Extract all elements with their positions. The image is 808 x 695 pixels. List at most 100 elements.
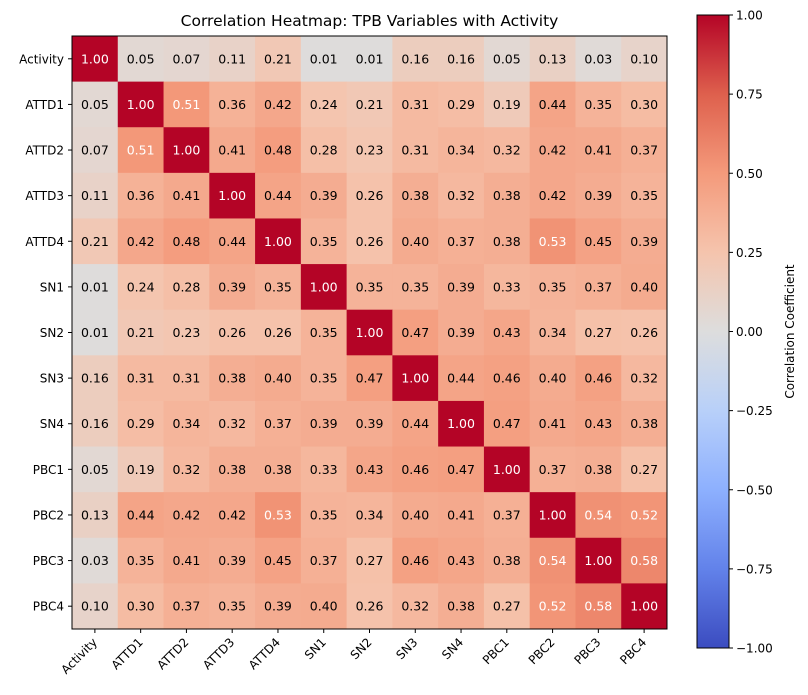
cell-label-ATTD4-PBC1: 0.38 <box>493 234 521 249</box>
cell-label-PBC2-PBC3: 0.54 <box>584 507 612 522</box>
cell-label-PBC1-PBC1: 1.00 <box>493 462 521 477</box>
cell-label-SN3-PBC3: 0.46 <box>584 371 612 386</box>
y-tick-label-SN4: SN4 <box>40 417 64 431</box>
x-tick-label-PBC4: PBC4 <box>617 635 649 667</box>
heatmap-cell-SN4-PBC3 <box>575 400 622 448</box>
heatmap-cell-ATTD4-SN1 <box>300 218 348 265</box>
cell-label-PBC2-SN2: 0.34 <box>356 507 384 522</box>
y-tick-label-ATTD3: ATTD3 <box>25 189 64 203</box>
x-tick-label-Activity: Activity <box>58 635 100 677</box>
heatmap-cell-SN2-ATTD2 <box>163 309 210 356</box>
heatmap-cell-SN1-SN3 <box>392 264 439 311</box>
heatmap-cell-ATTD3-ATTD4 <box>255 172 302 219</box>
heatmap-cell-SN4-SN2 <box>346 400 393 448</box>
cell-label-SN1-ATTD3: 0.39 <box>218 279 246 294</box>
heatmap-cell-ATTD4-Activity <box>72 218 119 265</box>
cell-label-SN3-SN1: 0.35 <box>310 371 338 386</box>
cell-label-ATTD1-SN1: 0.24 <box>310 97 338 112</box>
cell-label-PBC4-SN4: 0.38 <box>447 599 475 614</box>
y-tick-label-PBC1: PBC1 <box>33 463 64 477</box>
cell-label-ATTD2-PBC1: 0.32 <box>493 143 521 158</box>
plot-frame <box>71 35 668 630</box>
heatmap-cell-Activity-SN1 <box>300 36 348 83</box>
heatmap-cell-SN4-SN1 <box>300 400 348 448</box>
heatmap-cell-ATTD4-PBC1 <box>483 218 531 265</box>
cell-label-PBC3-SN4: 0.43 <box>447 553 475 568</box>
cell-label-PBC4-PBC2: 0.52 <box>539 599 567 614</box>
heatmap-cell-ATTD3-PBC4 <box>621 172 668 219</box>
cell-label-PBC1-PBC4: 0.27 <box>630 462 658 477</box>
cell-label-PBC3-PBC3: 1.00 <box>584 553 612 568</box>
cell-label-ATTD1-PBC4: 0.30 <box>630 97 658 112</box>
heatmap-cell-PBC1-Activity <box>72 446 119 493</box>
cell-label-ATTD3-SN3: 0.38 <box>401 188 429 203</box>
heatmap-cell-ATTD3-Activity <box>72 172 119 219</box>
cell-label-SN2-SN2: 1.00 <box>356 325 384 340</box>
cell-label-SN2-Activity: 0.01 <box>81 325 109 340</box>
heatmap-cell-ATTD2-SN1 <box>300 127 348 174</box>
heatmap-cell-SN4-PBC4 <box>621 400 668 448</box>
cell-label-ATTD2-ATTD2: 1.00 <box>173 143 201 158</box>
heatmap-cell-SN4-ATTD1 <box>117 400 165 448</box>
x-tick-label-SN4: SN4 <box>439 635 466 662</box>
cell-label-PBC1-ATTD4: 0.38 <box>264 462 292 477</box>
heatmap-cell-ATTD3-PBC1 <box>483 172 531 219</box>
cell-label-SN2-SN3: 0.47 <box>401 325 429 340</box>
cell-label-SN2-PBC2: 0.34 <box>539 325 567 340</box>
heatmap-cell-SN1-Activity <box>72 264 119 311</box>
heatmap-cell-Activity-PBC4 <box>621 36 668 83</box>
heatmap-cell-SN1-SN4 <box>438 264 485 311</box>
heatmap-cell-PBC2-ATTD3 <box>209 492 256 539</box>
cell-label-ATTD1-ATTD2: 0.51 <box>173 97 201 112</box>
cell-label-ATTD2-ATTD4: 0.48 <box>264 143 292 158</box>
cell-label-ATTD3-SN2: 0.26 <box>356 188 384 203</box>
heatmap-cell-PBC4-SN4 <box>438 583 485 630</box>
heatmap-cell-ATTD1-PBC4 <box>621 81 668 128</box>
heatmap-cell-ATTD3-SN4 <box>438 172 485 219</box>
cell-label-SN3-ATTD4: 0.40 <box>264 371 292 386</box>
heatmap-cell-PBC4-Activity <box>72 583 119 630</box>
heatmap-cell-SN2-ATTD3 <box>209 309 256 356</box>
heatmap-cell-labels: 1.00 0.05 0.07 0.11 0.21 0.01 0.01 0.16 0.16 0.05… <box>81 51 658 613</box>
heatmap-cell-ATTD2-SN4 <box>438 127 485 174</box>
cell-label-Activity-SN2: 0.01 <box>356 51 384 66</box>
cell-label-ATTD1-Activity: 0.05 <box>81 97 109 112</box>
cell-label-PBC4-Activity: 0.10 <box>81 599 109 614</box>
heatmap-cell-ATTD2-ATTD1 <box>117 127 165 174</box>
heatmap-cell-ATTD1-PBC3 <box>575 81 622 128</box>
cell-label-PBC4-ATTD4: 0.39 <box>264 599 292 614</box>
heatmap-cell-PBC4-ATTD1 <box>117 583 165 630</box>
cell-label-ATTD4-PBC3: 0.45 <box>584 234 612 249</box>
colorbar-tick-label: −0.50 <box>736 483 773 497</box>
heatmap-cell-Activity-ATTD3 <box>209 36 256 83</box>
cell-label-PBC1-SN1: 0.33 <box>310 462 338 477</box>
heatmap-cell-ATTD2-ATTD2 <box>163 127 210 174</box>
heatmap-cell-PBC4-ATTD4 <box>255 583 302 630</box>
cell-label-PBC1-PBC2: 0.37 <box>539 462 567 477</box>
heatmap-cell-ATTD2-ATTD3 <box>209 127 256 174</box>
heatmap-cell-ATTD3-SN2 <box>346 172 393 219</box>
cell-label-SN3-PBC2: 0.40 <box>539 371 567 386</box>
x-axis-tick-labels: Activity ATTD1 ATTD2 ATTD3 ATTD4 SN1 SN2 SN3 SN4… <box>58 629 649 677</box>
heatmap-cell-PBC2-SN4 <box>438 492 485 539</box>
heatmap-cell-SN3-SN1 <box>300 355 348 402</box>
cell-label-ATTD2-SN2: 0.23 <box>356 143 384 158</box>
heatmap-cell-SN3-ATTD4 <box>255 355 302 402</box>
heatmap-cell-PBC4-PBC1 <box>483 583 531 630</box>
heatmap-cell-PBC2-ATTD2 <box>163 492 210 539</box>
cell-label-PBC4-PBC3: 0.58 <box>584 599 612 614</box>
cell-label-SN1-PBC4: 0.40 <box>630 279 658 294</box>
cell-label-SN3-PBC4: 0.32 <box>630 371 658 386</box>
cell-label-SN1-SN3: 0.35 <box>401 279 429 294</box>
cell-label-SN2-PBC1: 0.43 <box>493 325 521 340</box>
cell-label-SN1-ATTD1: 0.24 <box>127 279 155 294</box>
heatmap-cell-PBC4-PBC2 <box>529 583 576 630</box>
heatmap-cell-SN4-PBC2 <box>529 400 576 448</box>
cell-label-SN2-PBC4: 0.26 <box>630 325 658 340</box>
heatmap-cell-PBC3-SN2 <box>346 537 393 584</box>
cell-label-ATTD3-PBC4: 0.35 <box>630 188 658 203</box>
y-tick-label-SN2: SN2 <box>40 326 64 340</box>
colorbar-tick-label: 0.50 <box>736 167 763 181</box>
heatmap-cell-PBC3-ATTD2 <box>163 537 210 584</box>
